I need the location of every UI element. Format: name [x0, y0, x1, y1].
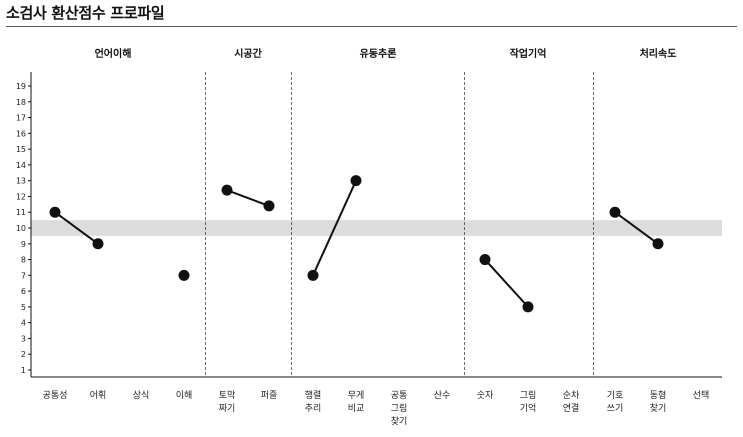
subtest-label: 상식	[133, 390, 150, 401]
subtest-label: 숫자	[477, 390, 494, 401]
score-point	[263, 200, 275, 212]
subtest-label: 그림 기억	[520, 389, 537, 414]
y-tick-label: 16	[16, 129, 26, 138]
score-line	[54, 211, 99, 245]
y-tick-label: 2	[21, 350, 26, 359]
score-point	[652, 238, 664, 250]
y-tick-label: 1	[21, 366, 26, 375]
subtest-label: 선택	[693, 390, 710, 401]
score-point	[178, 269, 190, 281]
average-band	[31, 220, 722, 236]
subtest-label: 기호 쓰기	[607, 390, 624, 414]
y-tick-label: 12	[16, 192, 26, 201]
subtest-label: 공통 그림 찾기	[391, 390, 408, 427]
score-point	[522, 301, 534, 313]
y-tick-label: 11	[16, 208, 26, 217]
y-tick-label: 19	[16, 82, 26, 91]
domain-label: 언어이해	[95, 47, 132, 60]
domain-label: 처리속도	[640, 47, 677, 60]
domain-label: 작업기억	[510, 47, 547, 60]
score-point	[350, 175, 362, 187]
score-line	[226, 189, 270, 207]
subtest-label: 어휘	[90, 390, 107, 401]
subtest-label: 공통성	[43, 390, 68, 401]
score-point	[49, 206, 61, 218]
subtest-label: 이해	[176, 390, 193, 401]
title-rule	[6, 26, 737, 27]
y-tick-label: 9	[21, 240, 26, 249]
score-point	[221, 184, 233, 196]
domain-label: 유동추론	[360, 48, 397, 60]
subtest-label: 토막 짜기	[219, 390, 236, 414]
domain-label: 시공간	[234, 47, 262, 60]
y-tick-label: 13	[16, 177, 26, 186]
score-line	[484, 258, 529, 308]
y-tick-label: 10	[16, 224, 26, 233]
y-tick-label: 5	[21, 303, 26, 312]
y-tick-label: 17	[16, 114, 26, 123]
subtest-label: 순차 연결	[563, 389, 580, 414]
y-tick-label: 4	[21, 319, 26, 328]
subtest-label: 동형 찾기	[650, 390, 667, 414]
y-tick-label: 15	[16, 145, 26, 154]
subtest-label: 행렬 추리	[305, 389, 322, 414]
subtest-label: 퍼즐	[261, 390, 278, 401]
score-point	[92, 238, 104, 250]
score-point	[307, 269, 319, 281]
chart-title: 소검사 환산점수 프로파일	[6, 4, 165, 22]
subtest-label: 무게 비교	[348, 390, 365, 414]
score-point	[609, 206, 621, 218]
score-point	[479, 254, 491, 266]
y-tick-label: 3	[21, 334, 26, 343]
score-line	[312, 180, 357, 276]
y-tick-label: 6	[21, 287, 26, 296]
y-tick-label: 14	[16, 161, 26, 170]
subtest-label: 산수	[434, 390, 451, 401]
y-tick-label: 7	[21, 271, 26, 280]
y-tick-label: 8	[21, 256, 26, 265]
score-line	[614, 211, 659, 245]
y-tick-label: 18	[16, 98, 26, 107]
